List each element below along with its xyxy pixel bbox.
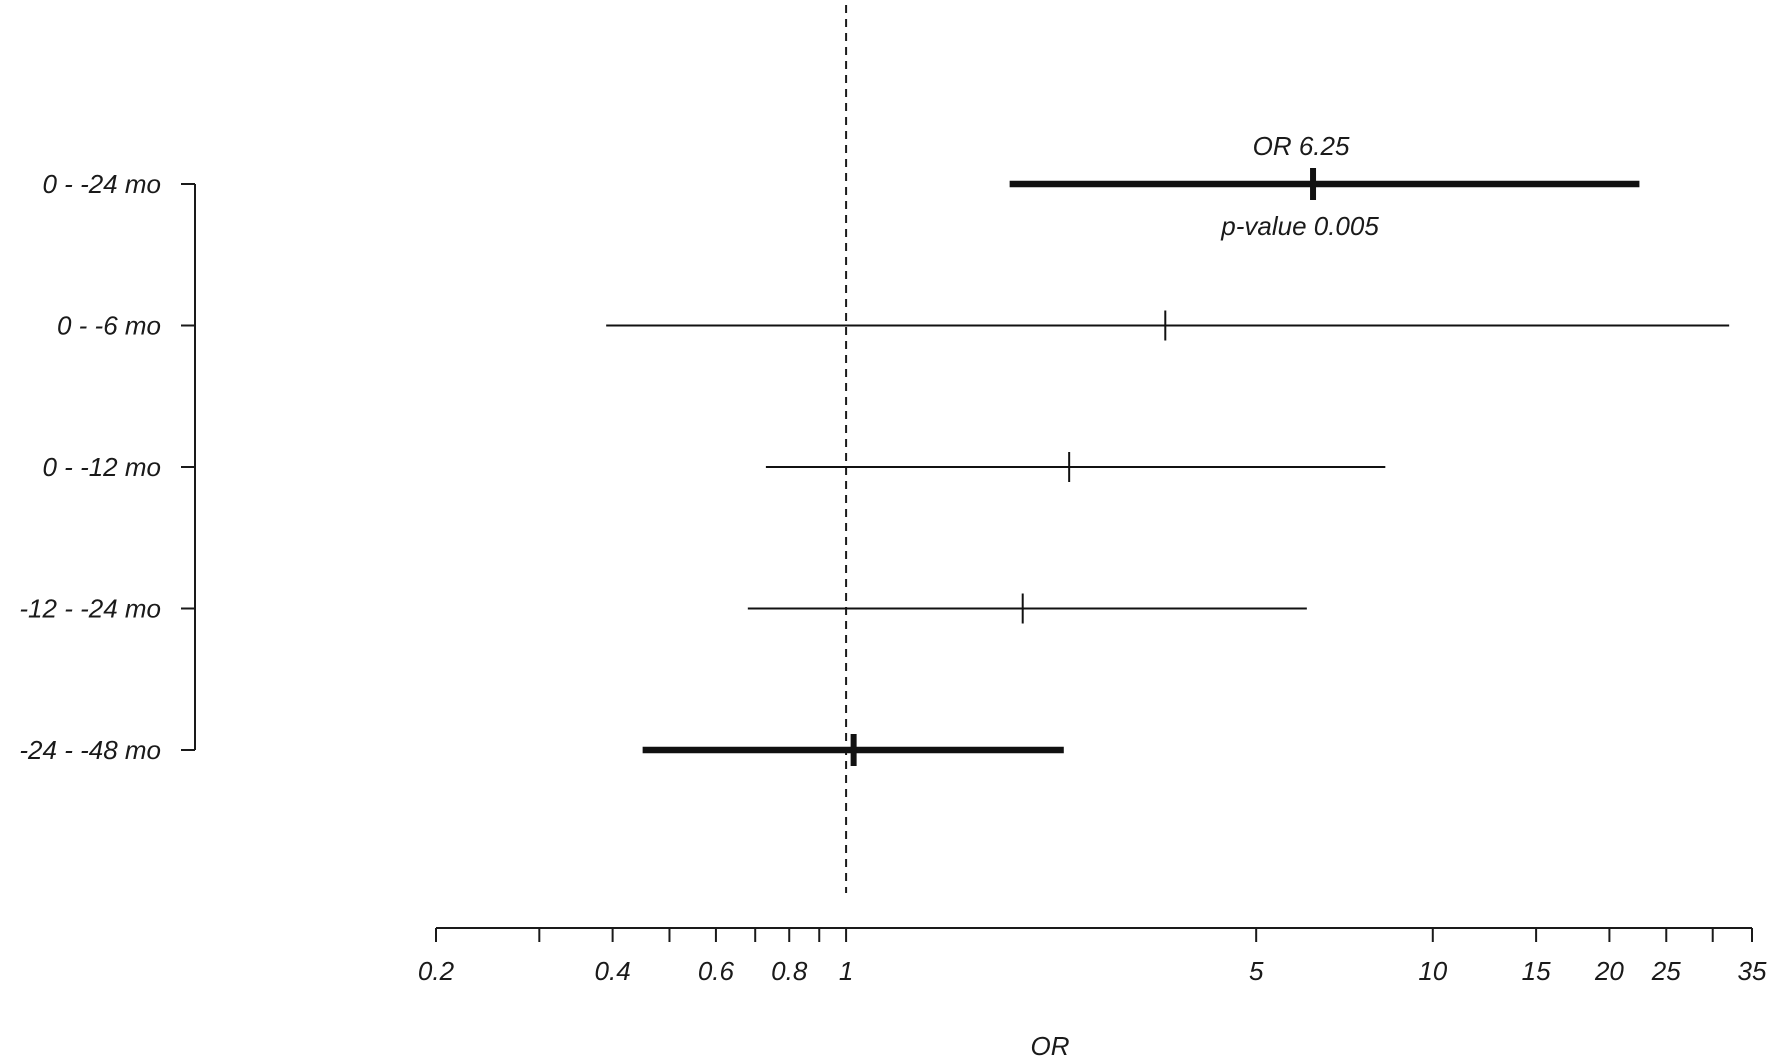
x-tick-label: 35	[1738, 956, 1767, 986]
y-tick-label: -12 - -24 mo	[19, 594, 161, 624]
x-tick-label: 20	[1594, 956, 1624, 986]
x-tick-label: 15	[1522, 956, 1551, 986]
x-tick-label: 0.8	[771, 956, 808, 986]
x-tick-label: 1	[839, 956, 853, 986]
x-tick-label: 25	[1651, 956, 1681, 986]
y-tick-label: 0 - -6 mo	[57, 311, 161, 341]
x-tick-label: 0.4	[595, 956, 631, 986]
p-value-annotation: p-value 0.005	[1220, 211, 1379, 241]
x-tick-label: 5	[1249, 956, 1264, 986]
x-tick-label: 0.2	[418, 956, 455, 986]
y-tick-label: 0 - -24 mo	[43, 169, 162, 199]
x-axis-label: OR	[1031, 1031, 1070, 1061]
x-tick-label: 0.6	[698, 956, 735, 986]
y-tick-label: -24 - -48 mo	[19, 735, 161, 765]
y-tick-label: 0 - -12 mo	[43, 452, 162, 482]
x-tick-label: 10	[1418, 956, 1447, 986]
or-annotation: OR 6.25	[1253, 131, 1350, 161]
